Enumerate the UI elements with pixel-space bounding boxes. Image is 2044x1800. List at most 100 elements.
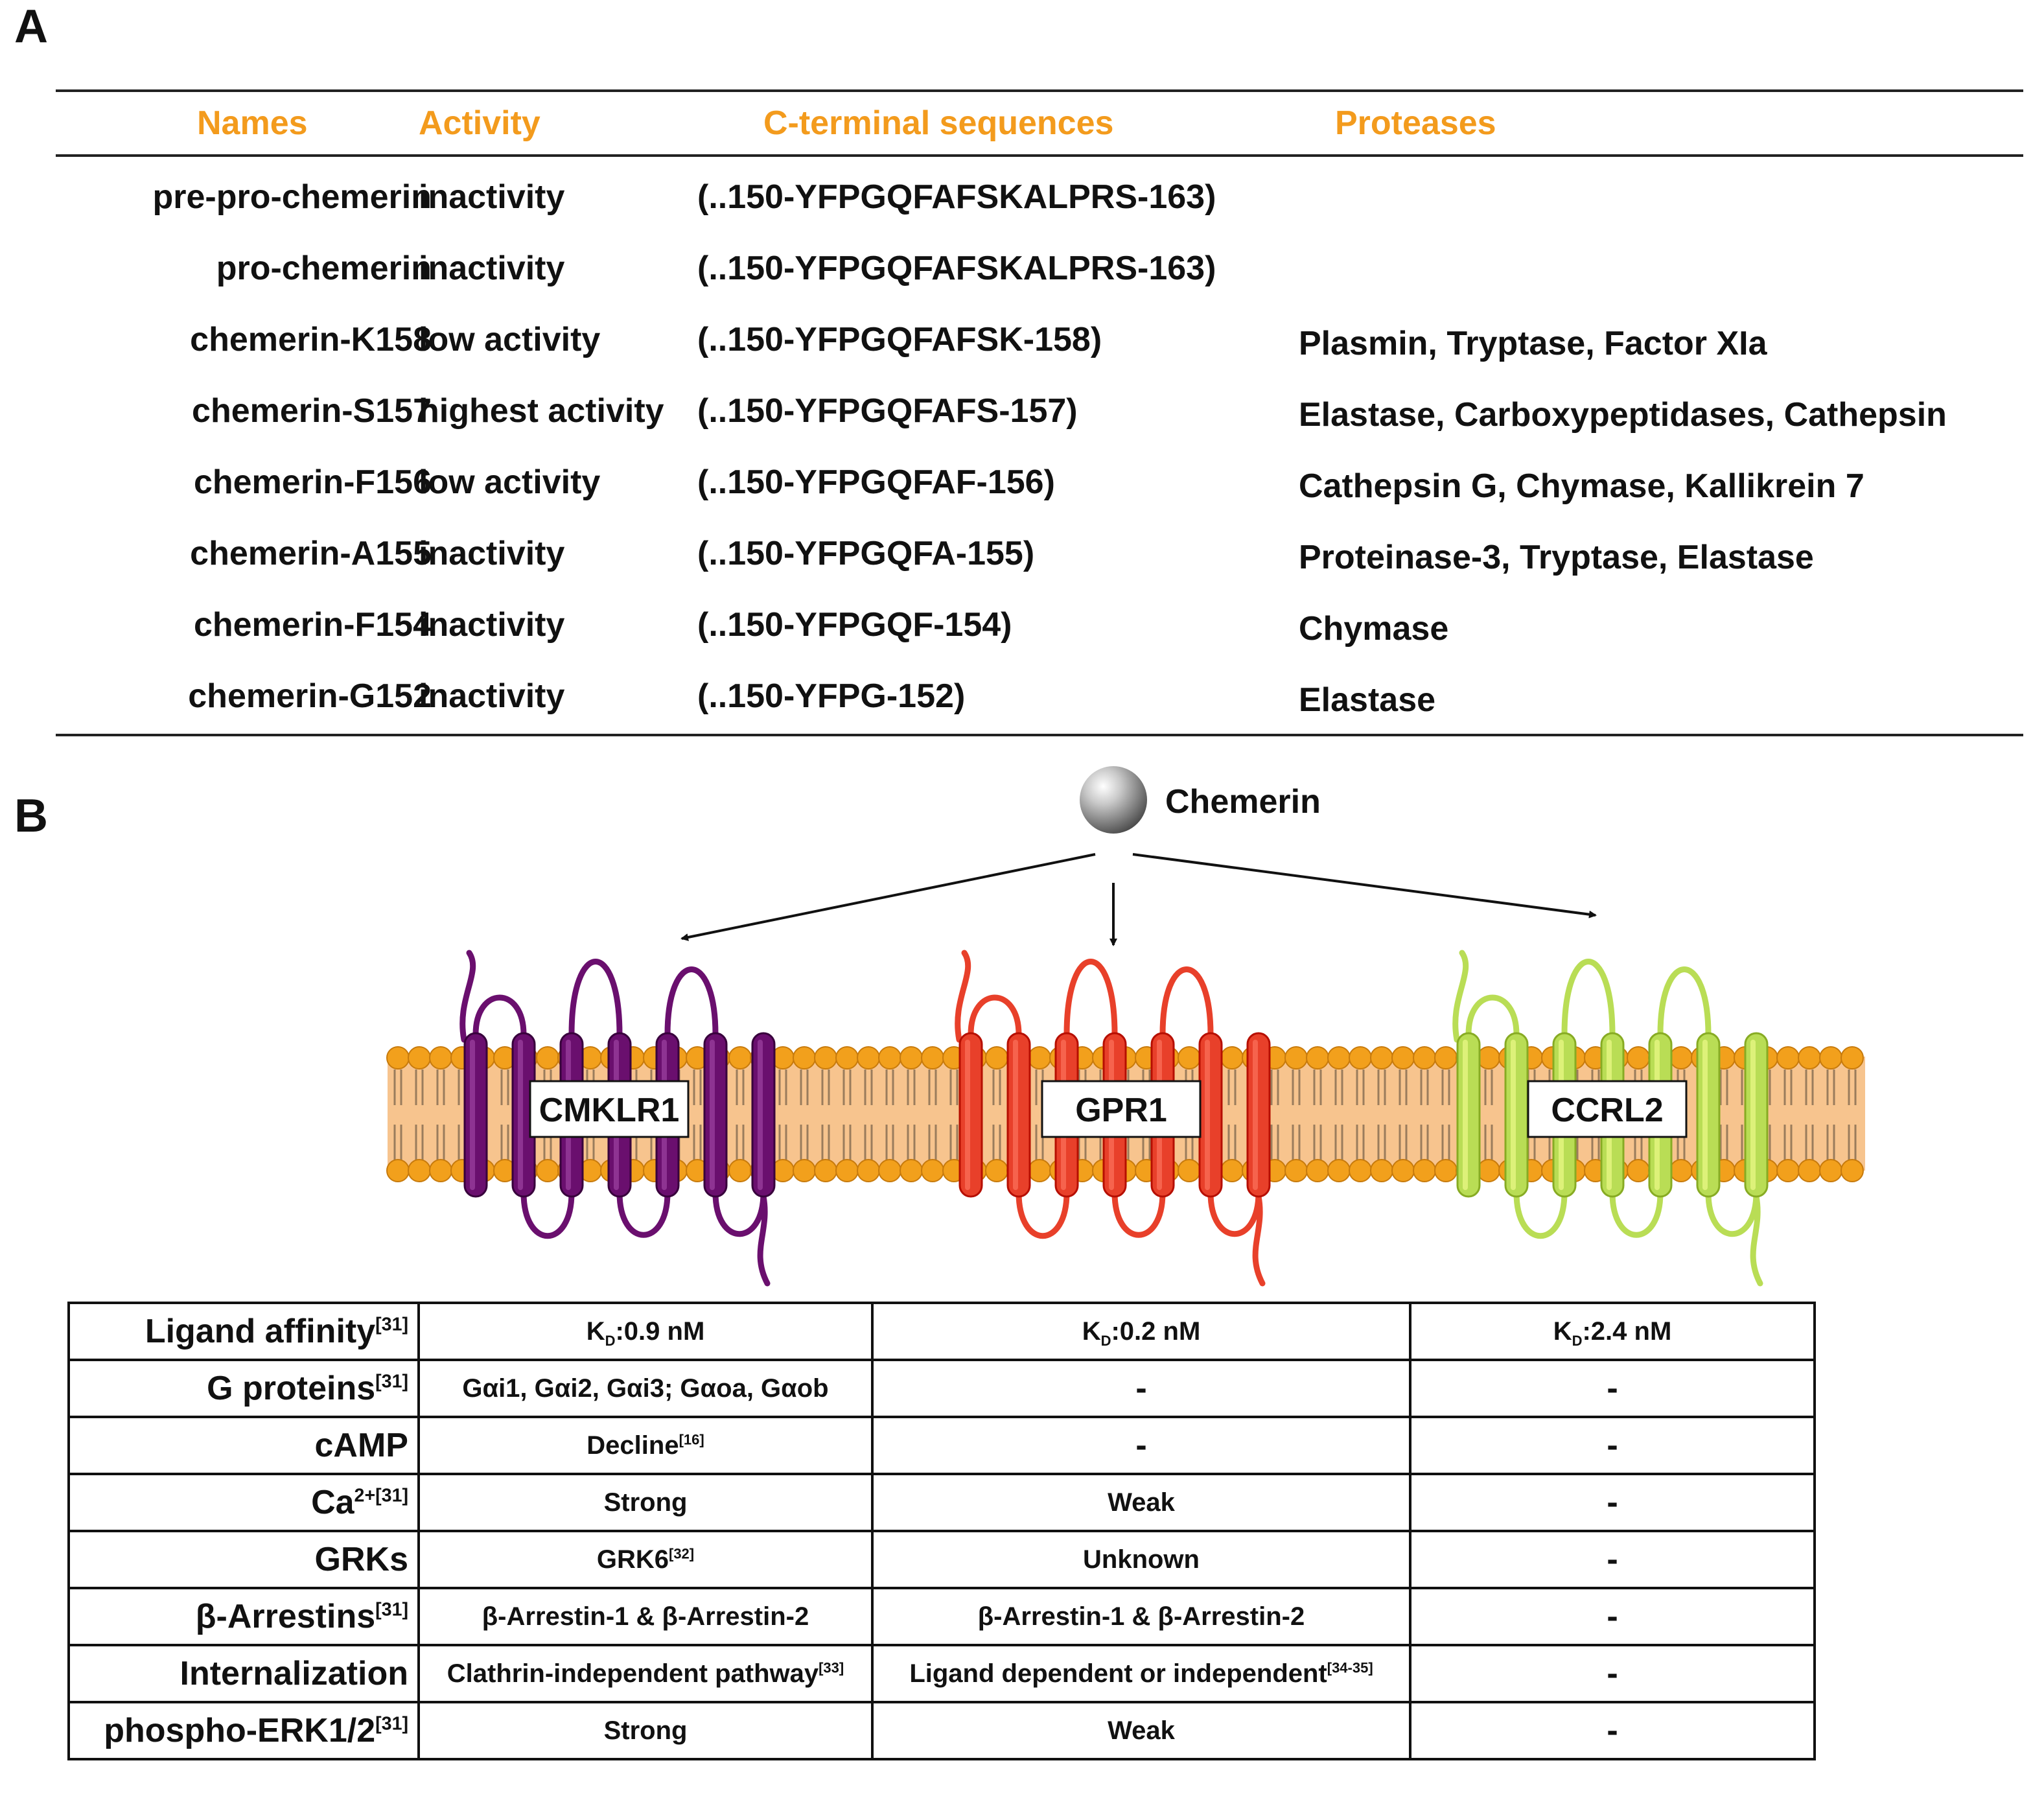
value-text: - (1135, 1370, 1147, 1407)
isoform-proteases: Elastase, Carboxypeptidases, Cathepsin (1299, 396, 1947, 434)
isoform-name: chemerin-F154 (193, 606, 432, 644)
value-text: GRK6 (596, 1545, 669, 1574)
table-row: phospho-ERK1/2[31] Strong Weak - (67, 1701, 1816, 1760)
isoform-activity: low activity (419, 321, 601, 358)
value-text: - (1135, 1427, 1147, 1464)
receptor-ccrl2: CCRL2 (1452, 950, 1769, 1287)
value-text: β-Arrestin-1 & β-Arrestin-2 (482, 1602, 809, 1631)
value-reference: [16] (679, 1431, 704, 1448)
isoform-sequence: (..150-YFPGQFAFSK-158) (697, 321, 1102, 358)
isoform-name: chemerin-A155 (190, 535, 432, 572)
isoform-name: chemerin-F156 (193, 463, 432, 501)
property-label-text: Ca (311, 1484, 354, 1521)
receptor-label-box (529, 1080, 690, 1138)
isoform-name: chemerin-K158 (190, 321, 432, 358)
receptor-diagram: Chemerin CMKLR1 GPR1 CCRL2 (386, 766, 1865, 1287)
value-text: Weak (1108, 1716, 1175, 1745)
property-label-text: phospho-ERK1/2 (104, 1712, 376, 1749)
receptor-name: CMKLR1 (539, 1092, 680, 1129)
value-reference: [32] (669, 1545, 695, 1562)
value-text: β-Arrestin-1 & β-Arrestin-2 (977, 1602, 1305, 1631)
value-text: Gαi1, Gαi2, Gαi3; Gαoa, Gαob (462, 1373, 829, 1403)
header-sequences: C-terminal sequences (763, 104, 1114, 142)
property-label-text: cAMP (314, 1427, 408, 1464)
property-value: KD:0.9 nM (417, 1302, 874, 1361)
receptor-name: CCRL2 (1551, 1092, 1663, 1129)
isoform-proteases: Proteinase-3, Tryptase, Elastase (1299, 539, 1814, 576)
isoform-activity: inactivity (419, 250, 565, 287)
isoform-sequence: (..150-YFPG-152) (697, 677, 966, 715)
transmembrane-helix (1006, 1032, 1031, 1198)
property-value: - (871, 1416, 1411, 1475)
property-label-ref: 2+[31] (354, 1485, 408, 1506)
receptor-name: GPR1 (1075, 1092, 1167, 1129)
property-label: Ca2+[31] (67, 1473, 420, 1532)
table-row: Ca2+[31] Strong Weak - (67, 1473, 1816, 1532)
receptor-label-box (1041, 1080, 1202, 1138)
table-row: chemerin-G152 inactivity (..150-YFPG-152) E… (56, 659, 2023, 729)
property-value: Weak (871, 1701, 1411, 1760)
property-label: β-Arrestins[31] (67, 1587, 420, 1646)
isoform-proteases: Elastase (1299, 681, 1436, 719)
table-bottom-rule (56, 734, 2023, 736)
property-value: - (1409, 1644, 1816, 1703)
arrow-to-ccrl2 (1132, 853, 1597, 918)
property-label-text: β-Arrestins (195, 1598, 376, 1635)
table-row: chemerin-S157 highest activity (..150-YFPG… (56, 373, 2023, 443)
property-value: Decline[16] (417, 1416, 874, 1475)
property-value: - (1409, 1530, 1816, 1589)
value-text: - (1607, 1598, 1618, 1635)
header-names: Names (197, 104, 308, 142)
property-value: β-Arrestin-1 & β-Arrestin-2 (871, 1587, 1411, 1646)
isoform-activity: inactivity (419, 677, 565, 715)
chemerin-isoform-table: Names Activity C-terminal sequences Prot… (56, 89, 2023, 736)
property-value: Weak (871, 1473, 1411, 1532)
table-row: chemerin-K158 low activity (..150-YFPGQFAF… (56, 302, 2023, 372)
value-text-suffix: :0.2 nM (1111, 1316, 1201, 1346)
panel-a-letter: A (14, 1, 48, 53)
property-label-ref: [31] (375, 1371, 408, 1392)
value-text: K (586, 1316, 605, 1346)
isoform-proteases: Cathepsin G, Chymase, Kallikrein 7 (1299, 467, 1864, 505)
property-value: - (1409, 1416, 1816, 1475)
value-text-suffix: :0.9 nM (615, 1316, 705, 1346)
arrow-to-cmklr1 (680, 853, 1096, 941)
value-text-suffix: :2.4 nM (1582, 1316, 1672, 1346)
property-value: Gαi1, Gαi2, Gαi3; Gαoa, Gαob (417, 1359, 874, 1418)
property-label: G proteins[31] (67, 1359, 420, 1418)
value-text: Unknown (1083, 1545, 1200, 1574)
transmembrane-helix (1456, 1032, 1481, 1198)
property-label: phospho-ERK1/2[31] (67, 1701, 420, 1760)
isoform-name: pre-pro-chemerin (152, 178, 432, 216)
property-value: GRK6[32] (417, 1530, 874, 1589)
value-reference: [34-35] (1327, 1659, 1373, 1676)
table-row: chemerin-F154 inactivity (..150-YFPGQF-154… (56, 587, 2023, 657)
table-row: pre-pro-chemerin inactivity (..150-YFPGQFA… (56, 159, 2023, 229)
table-row: GRKs GRK6[32] Unknown - (67, 1530, 1816, 1589)
property-label-text: Ligand affinity (145, 1313, 376, 1350)
chemerin-ligand-icon (1080, 766, 1147, 834)
transmembrane-helix (1504, 1032, 1529, 1198)
transmembrane-helix (1696, 1032, 1721, 1198)
table-row: Internalization Clathrin-independent path… (67, 1644, 1816, 1703)
transmembrane-helix (1744, 1032, 1769, 1198)
value-text: - (1607, 1541, 1618, 1578)
value-text: K (1553, 1316, 1572, 1346)
value-text: K (1082, 1316, 1101, 1346)
receptor-loops (1452, 950, 1763, 1287)
property-value: Unknown (871, 1530, 1411, 1589)
isoform-proteases: Plasmin, Tryptase, Factor XIa (1299, 325, 1767, 362)
property-value: - (1409, 1359, 1816, 1418)
property-value: Strong (417, 1473, 874, 1532)
panel-b-letter: B (14, 790, 48, 842)
isoform-activity: inactivity (419, 535, 565, 572)
receptor-signaling-table: Ligand affinity[31] KD:0.9 nM KD:0.2 nM KD:… (67, 1302, 1816, 1760)
isoform-sequence: (..150-YFPGQFAFSKALPRS-163) (697, 250, 1216, 287)
value-text: Decline (586, 1431, 679, 1460)
receptor-gpr1: GPR1 (955, 950, 1271, 1287)
transmembrane-helix (703, 1032, 728, 1198)
isoform-activity: low activity (419, 463, 601, 501)
property-value: KD:2.4 nM (1409, 1302, 1816, 1361)
isoform-sequence: (..150-YFPGQFA-155) (697, 535, 1035, 572)
isoform-name: chemerin-S157 (192, 392, 432, 430)
